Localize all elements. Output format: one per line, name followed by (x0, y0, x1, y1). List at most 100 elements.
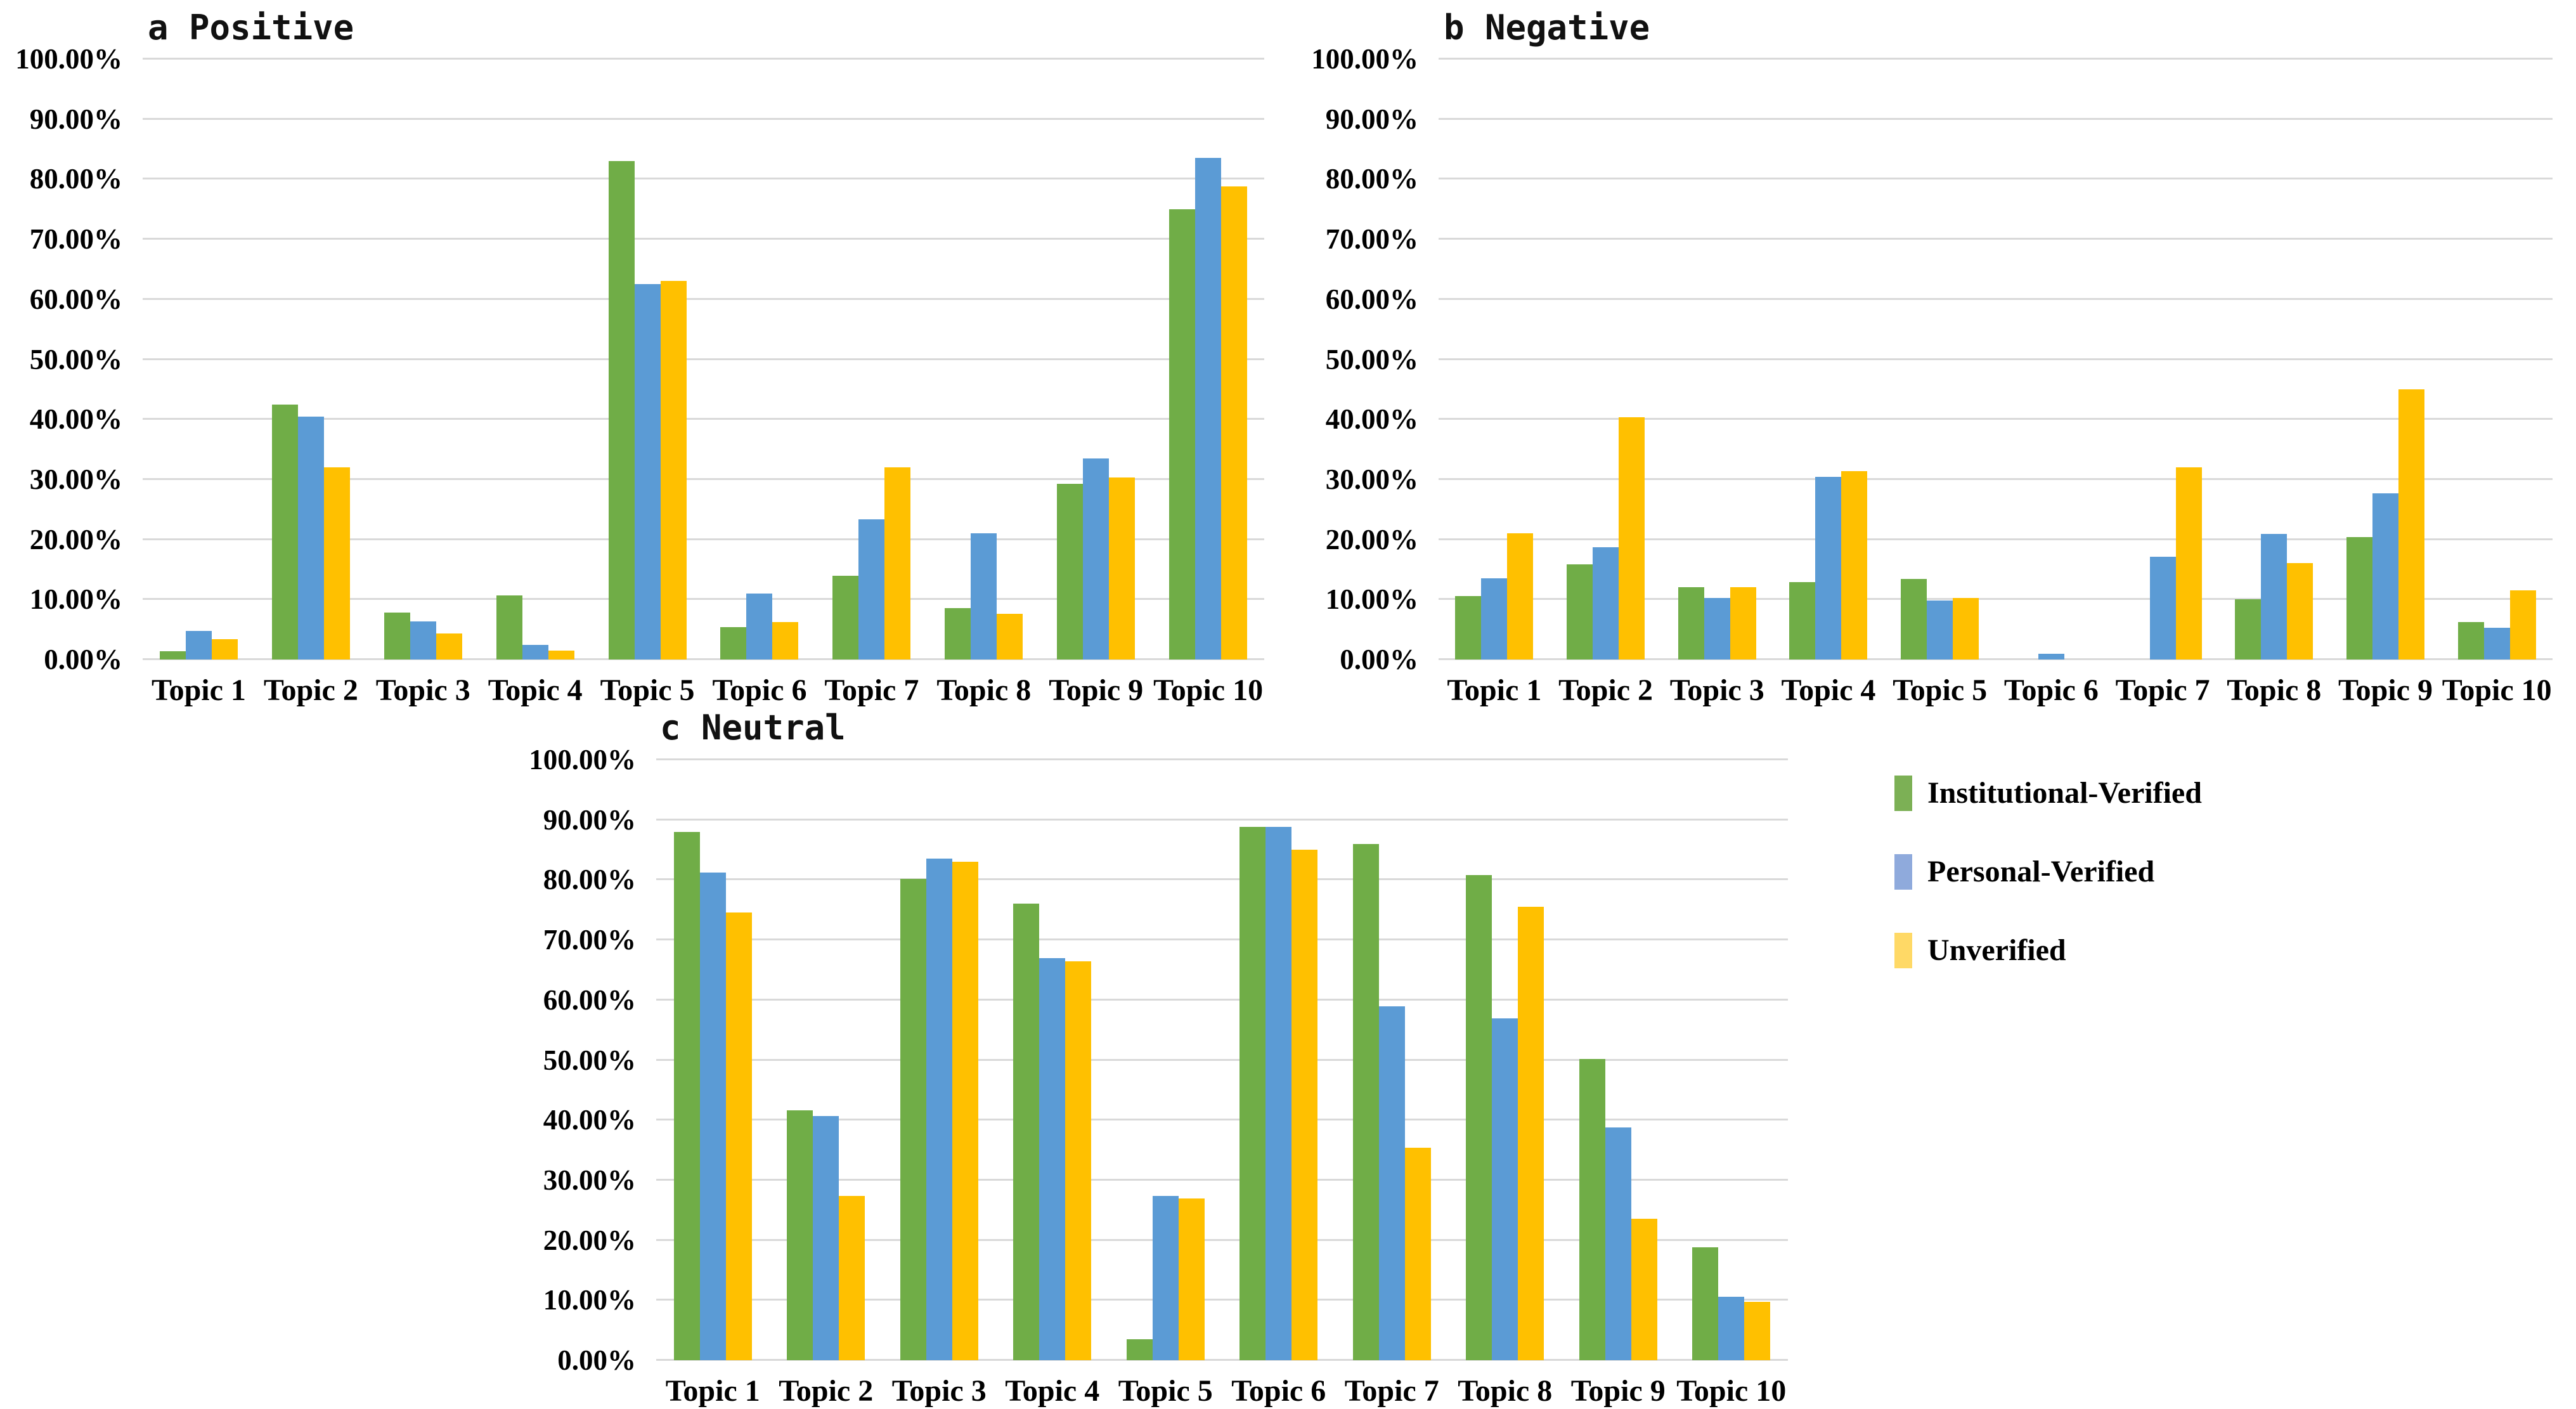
gridline (143, 658, 1264, 660)
bar-personal (926, 859, 952, 1360)
gridline (1439, 238, 2553, 240)
bar-personal (1718, 1296, 1745, 1360)
bar-personal (2261, 534, 2288, 659)
x-category-label: Topic 2 (1558, 673, 1654, 707)
bar-personal (971, 533, 997, 659)
bar-personal (1039, 958, 1066, 1360)
bar-personal (2372, 493, 2398, 659)
legend-label-unverified: Unverified (1927, 933, 2066, 967)
bar-personal (2483, 627, 2510, 659)
x-category-label: Topic 9 (1049, 673, 1144, 707)
bar-personal (297, 417, 324, 659)
bar-unverified (548, 650, 574, 659)
y-tick-label: 60.00% (1325, 283, 1418, 315)
bar-unverified (1744, 1302, 1771, 1360)
bar-institutional (1692, 1247, 1719, 1360)
legend-swatch-institutional-icon (1894, 776, 1912, 811)
bar-unverified (997, 614, 1023, 659)
bar-institutional (271, 404, 298, 659)
gridline (143, 598, 1264, 601)
gridline (1439, 58, 2553, 60)
chart-positive-x-axis: Topic 1 Topic 2 Topic 3 Topic 4 Topic 5 Topic… (143, 671, 1264, 715)
chart-negative-plot (1439, 58, 2553, 660)
bar-institutional (384, 613, 410, 659)
x-category-label: Topic 7 (1344, 1374, 1439, 1408)
chart-positive-title: a Positive (148, 8, 354, 48)
category-group-5 (1884, 59, 1996, 659)
bar-personal (1152, 1196, 1179, 1360)
x-category-label: Topic 6 (2003, 673, 2099, 707)
bar-unverified (2398, 389, 2424, 659)
bar-institutional (608, 161, 635, 659)
category-group-6 (1996, 59, 2107, 659)
bar-institutional (2457, 622, 2484, 659)
bar-personal (1481, 578, 1508, 659)
category-group-1 (1439, 59, 1550, 659)
bar-unverified (1404, 1147, 1431, 1360)
y-tick-label: 100.00% (1311, 43, 1418, 75)
gridline (143, 358, 1264, 360)
category-group-2 (770, 760, 883, 1360)
x-category-label: Topic 5 (1893, 673, 1988, 707)
y-tick-label: 10.00% (543, 1284, 636, 1316)
y-tick-label: 50.00% (1325, 343, 1418, 375)
bar-unverified (725, 912, 752, 1360)
bar-unverified (1730, 587, 1756, 659)
x-category-label: Topic 1 (665, 1374, 760, 1408)
bar-groups (656, 760, 1788, 1360)
bar-unverified (1518, 907, 1544, 1360)
category-group-3 (1661, 59, 1773, 659)
bar-institutional (1567, 564, 1593, 659)
bar-institutional (1013, 904, 1040, 1360)
gridline (1439, 117, 2553, 120)
bar-unverified (952, 862, 978, 1360)
legend-label-institutional: Institutional-Verified (1927, 776, 2202, 810)
y-tick-label: 50.00% (543, 1044, 636, 1076)
legend-item-institutional-verified: Institutional-Verified (1894, 775, 2202, 812)
category-group-7 (815, 59, 928, 659)
x-category-label: Topic 10 (1153, 673, 1264, 707)
bar-unverified (436, 633, 462, 659)
x-category-label: Topic 10 (2442, 673, 2552, 707)
y-tick-label: 40.00% (543, 1104, 636, 1136)
bar-personal (2149, 557, 2176, 659)
category-group-1 (143, 59, 255, 659)
bar-institutional (900, 878, 926, 1360)
x-category-label: Topic 8 (1458, 1374, 1553, 1408)
gridline (143, 178, 1264, 180)
x-category-label: Topic 10 (1676, 1374, 1787, 1408)
bar-institutional (1579, 1058, 1605, 1360)
bar-personal (522, 645, 548, 659)
category-group-8 (1449, 760, 1562, 1360)
y-tick-label: 90.00% (29, 103, 122, 135)
gridline (656, 1238, 1788, 1241)
y-tick-label: 30.00% (1325, 463, 1418, 495)
bar-institutional (1678, 587, 1704, 659)
bar-unverified (2509, 590, 2536, 659)
chart-negative-x-axis: Topic 1 Topic 2 Topic 3 Topic 4 Topic 5 Topic… (1439, 671, 2553, 715)
x-category-label: Topic 8 (936, 673, 1032, 707)
category-group-5 (1109, 760, 1222, 1360)
y-tick-label: 90.00% (543, 803, 636, 836)
bar-personal (1195, 158, 1222, 659)
category-group-2 (255, 59, 367, 659)
category-group-2 (1550, 59, 1662, 659)
bar-personal (1704, 598, 1730, 659)
y-tick-label: 60.00% (29, 283, 122, 315)
bar-unverified (211, 639, 238, 659)
y-tick-label: 70.00% (29, 223, 122, 256)
bar-personal (858, 519, 885, 659)
category-group-9 (1562, 760, 1675, 1360)
gridline (656, 998, 1788, 1001)
bar-institutional (1057, 484, 1084, 659)
y-tick-label: 70.00% (1325, 223, 1418, 256)
x-category-label: Topic 3 (375, 673, 470, 707)
y-tick-label: 20.00% (1325, 523, 1418, 555)
gridline (656, 1299, 1788, 1301)
category-group-9 (2330, 59, 2442, 659)
bar-unverified (1221, 186, 1248, 659)
bar-institutional (496, 595, 522, 659)
bar-unverified (1841, 471, 1868, 659)
bar-unverified (1291, 850, 1318, 1360)
gridline (656, 1178, 1788, 1181)
